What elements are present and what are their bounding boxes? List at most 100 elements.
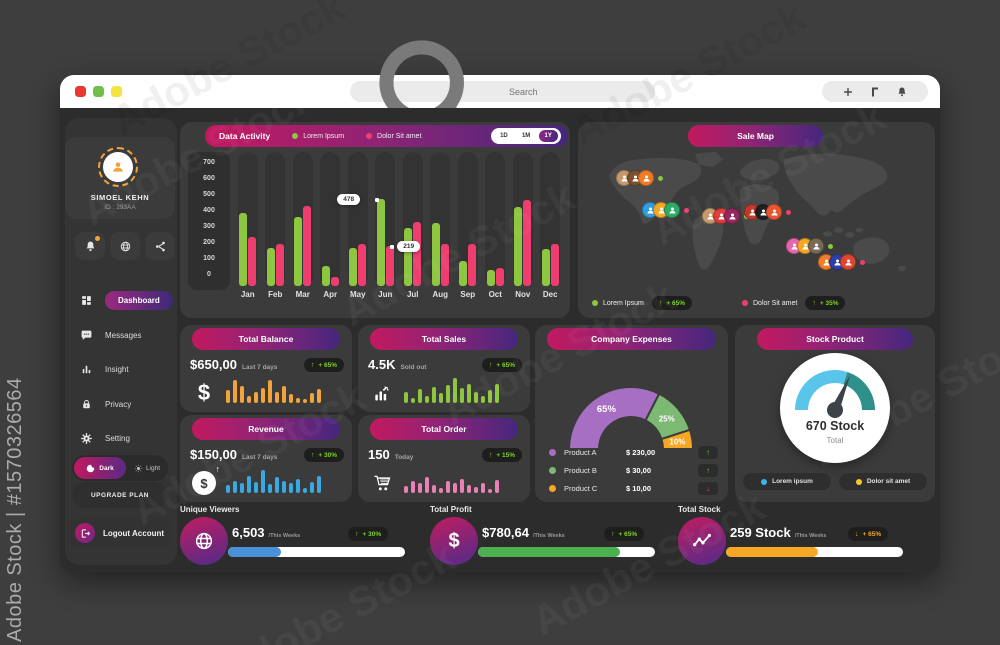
sidebar-bell-button[interactable] (75, 232, 105, 260)
logout-button[interactable]: Logout Account (68, 518, 172, 548)
spark-bar (446, 385, 450, 403)
upgrade-plan-button[interactable]: UPGRADE PLAN (72, 482, 168, 508)
column-bars (459, 243, 477, 286)
spark-bar (411, 398, 415, 403)
spark-bar (453, 378, 457, 403)
globe-icon (180, 517, 228, 565)
notifications-icon[interactable] (896, 86, 908, 98)
sidebar-item-dashboard[interactable]: Dashboard (72, 288, 173, 312)
spark-bar (233, 380, 237, 403)
dollar-text-icon: $ (430, 517, 478, 565)
range-button-1m[interactable]: 1M (521, 133, 531, 139)
spark-bar (474, 392, 478, 403)
map-avatar-icon (638, 170, 654, 186)
map-avatar-icon (664, 202, 680, 218)
theme-toggle: Dark Light (72, 455, 168, 481)
spark-bar (226, 485, 230, 493)
sidebar-item-insight[interactable]: Insight (72, 357, 172, 381)
map-legend-badge-text: + 65% (666, 299, 685, 307)
spark-bar (467, 384, 471, 403)
svg-text:25%: 25% (659, 415, 675, 424)
card-badge: ↑ + 15% (481, 448, 522, 462)
stock-legend-pill[interactable]: Lorem ipsum (743, 473, 831, 490)
card-sublabel: Last 7 days (242, 364, 278, 371)
x-axis-labels: Jan Feb Mar Apr May Jun Jul Aug Sep Oct Nov Dec (234, 290, 564, 299)
bar-mar (294, 216, 303, 286)
spark-bar (481, 483, 485, 493)
legend-dot (549, 448, 556, 456)
spark-bar (240, 386, 244, 403)
spark-bar (282, 481, 286, 493)
month-label: Jan (240, 290, 255, 299)
map-cluster-dot (684, 207, 689, 213)
expense-down-button[interactable]: ↓ (698, 481, 718, 495)
spark-bar (404, 392, 408, 403)
window-close-button[interactable] (75, 86, 86, 97)
month-label: Nov (515, 290, 531, 299)
sparkline (404, 465, 520, 493)
spark-bar (439, 488, 443, 493)
spark-bar (488, 390, 492, 403)
spark-bar (439, 393, 443, 403)
spark-bar (411, 481, 415, 493)
cart-icon (368, 470, 396, 496)
theme-light-button[interactable]: Light (126, 464, 168, 473)
map-cluster (744, 204, 791, 220)
month-label: Jul (406, 290, 419, 299)
window-maximize-button[interactable] (93, 86, 104, 97)
spark-bar (247, 396, 251, 403)
map-cluster (642, 202, 689, 218)
svg-text:10%: 10% (669, 438, 685, 447)
search-bar[interactable] (350, 40, 655, 150)
range-button-1y[interactable]: 1Y (538, 130, 558, 142)
expense-row: Product B $ 30,00 ↑ (549, 463, 718, 477)
svg-text:65%: 65% (597, 404, 617, 415)
y-tick: 300 (203, 223, 215, 230)
expense-product-label: Product C (564, 483, 598, 493)
stat-progress-total-profit (478, 547, 655, 557)
share-icon (154, 240, 167, 253)
expense-product-label: Product A (564, 447, 597, 457)
theme-dark-button[interactable]: Dark (74, 457, 126, 479)
expense-amount: $ 10,00 (626, 483, 652, 493)
expense-up-button[interactable]: ↑ (698, 463, 718, 477)
search-input[interactable] (507, 85, 645, 98)
data-activity-panel: Data Activity Lorem Ipsum Dolor Sit amet … (180, 122, 570, 318)
bar-nov (523, 200, 532, 286)
legend-dot (855, 478, 862, 485)
range-button-1d[interactable]: 1D (500, 133, 508, 139)
sidebar-item-privacy[interactable]: Privacy (72, 392, 172, 416)
spark-bar (247, 476, 251, 493)
bar-oct (486, 269, 495, 286)
bar-jan (248, 236, 257, 286)
month-label: Mar (295, 290, 310, 299)
window-minimize-button[interactable] (111, 86, 122, 97)
sidebar-item-label: Messages (105, 330, 142, 340)
card-badge-text: + 65% (318, 361, 337, 369)
spark-bar (404, 486, 408, 493)
range-switch: 1D 1M 1Y (491, 128, 561, 144)
sidebar-item-setting[interactable]: Setting (72, 426, 172, 450)
sidebar-globe-button[interactable] (110, 232, 140, 260)
spark-bar (317, 389, 321, 403)
legend-dot (742, 300, 748, 306)
stock-legend-pill[interactable]: Dolor sit amet (839, 473, 927, 490)
map-cluster (818, 254, 865, 270)
avatar[interactable] (103, 152, 133, 182)
watermark-id: Adobe Stock | #1570326564 (4, 377, 26, 642)
expense-up-button[interactable]: ↑ (698, 445, 718, 459)
card-badge: ↑ + 65% (303, 358, 344, 372)
spark-bar (425, 396, 429, 403)
card-value: 150 Today (368, 447, 414, 462)
add-icon[interactable] (842, 86, 854, 98)
stat-badge-total-profit-text: + 65% (618, 530, 638, 538)
sidebar-item-messages[interactable]: Messages (72, 323, 172, 347)
expense-amount: $ 30,00 (626, 465, 652, 475)
legend-label: Dolor sit amet (866, 478, 911, 485)
bar-apr (330, 276, 339, 286)
user-name: SIMOEL KEHN (90, 193, 150, 202)
spark-bar (261, 388, 265, 403)
globe-icon (119, 240, 132, 253)
sidebar-share-button[interactable] (145, 232, 175, 260)
flag-icon[interactable] (869, 86, 881, 98)
